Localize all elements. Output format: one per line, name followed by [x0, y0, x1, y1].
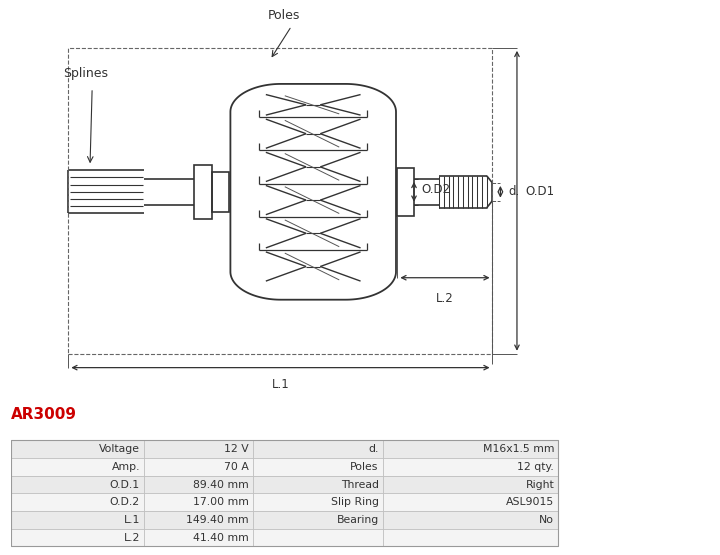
- Text: No: No: [539, 515, 554, 525]
- Bar: [253, 511, 383, 529]
- Text: Right: Right: [526, 480, 554, 490]
- Bar: [11, 476, 144, 493]
- Text: d.: d.: [368, 444, 379, 455]
- Bar: [383, 493, 559, 511]
- Text: ASL9015: ASL9015: [506, 497, 554, 507]
- Bar: [253, 529, 383, 546]
- Text: O.D.2: O.D.2: [110, 497, 140, 507]
- PathPatch shape: [230, 84, 396, 300]
- Text: 12 V: 12 V: [224, 444, 249, 455]
- Bar: [11, 529, 144, 546]
- Text: 41.40 mm: 41.40 mm: [193, 532, 249, 543]
- Text: O.D1: O.D1: [526, 185, 554, 198]
- Text: AR3009: AR3009: [11, 407, 77, 422]
- Text: 149.40 mm: 149.40 mm: [186, 515, 249, 525]
- Text: Poles: Poles: [269, 9, 300, 22]
- Text: 70 A: 70 A: [224, 462, 249, 472]
- Text: 12 qty.: 12 qty.: [518, 462, 554, 472]
- Text: Voltage: Voltage: [99, 444, 140, 455]
- Text: O.D.1: O.D.1: [110, 480, 140, 490]
- Text: L.2: L.2: [124, 532, 140, 543]
- Bar: [144, 511, 253, 529]
- Bar: [253, 493, 383, 511]
- Text: Splines: Splines: [63, 67, 108, 80]
- Bar: [144, 529, 253, 546]
- Bar: [383, 458, 559, 476]
- Bar: [383, 511, 559, 529]
- Text: d.: d.: [508, 185, 520, 198]
- Text: M16x1.5 mm: M16x1.5 mm: [482, 444, 554, 455]
- Bar: [383, 441, 559, 458]
- Text: L.1: L.1: [124, 515, 140, 525]
- Text: Slip Ring: Slip Ring: [330, 497, 379, 507]
- Text: L.2: L.2: [436, 292, 454, 305]
- Bar: [253, 458, 383, 476]
- Bar: [144, 458, 253, 476]
- Bar: [253, 441, 383, 458]
- Text: Amp.: Amp.: [112, 462, 140, 472]
- Text: 17.00 mm: 17.00 mm: [193, 497, 249, 507]
- Bar: [383, 476, 559, 493]
- Text: Bearing: Bearing: [336, 515, 379, 525]
- Text: O.D2: O.D2: [421, 183, 450, 196]
- Bar: [11, 511, 144, 529]
- Bar: [144, 441, 253, 458]
- Bar: [144, 493, 253, 511]
- Bar: [144, 476, 253, 493]
- Text: Thread: Thread: [341, 480, 379, 490]
- Bar: [11, 493, 144, 511]
- Bar: [11, 441, 144, 458]
- Bar: [383, 529, 559, 546]
- Text: Poles: Poles: [350, 462, 379, 472]
- Text: 89.40 mm: 89.40 mm: [193, 480, 249, 490]
- Text: L.1: L.1: [271, 377, 289, 391]
- Bar: [253, 476, 383, 493]
- Bar: [11, 458, 144, 476]
- Bar: [11, 441, 559, 546]
